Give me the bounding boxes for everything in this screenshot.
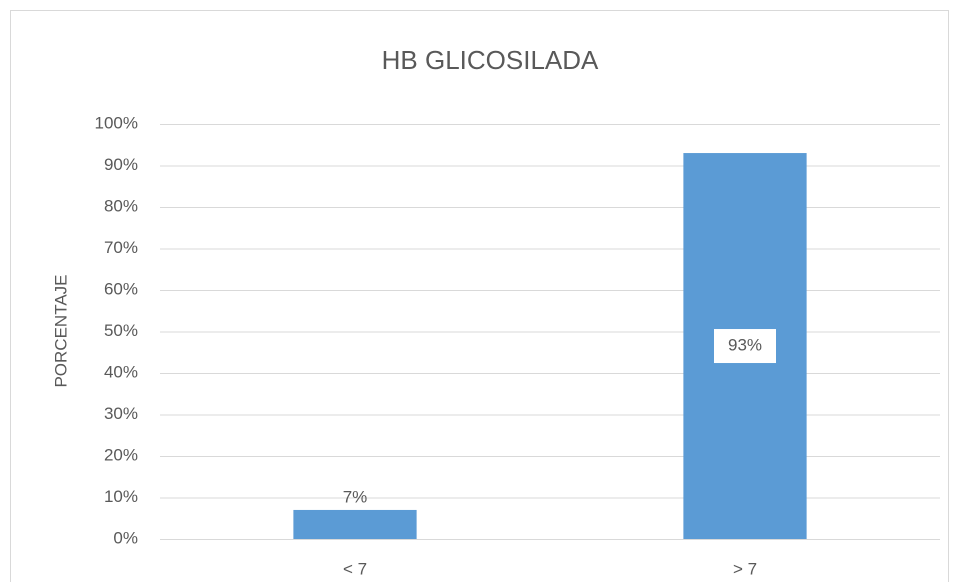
- y-tick-label: 100%: [95, 113, 138, 132]
- y-tick-label: 80%: [104, 196, 138, 215]
- y-tick-label: 10%: [104, 487, 138, 506]
- chart-frame: [10, 10, 949, 582]
- data-label: 93%: [728, 336, 762, 355]
- y-tick-label: 60%: [104, 279, 138, 298]
- y-tick-label: 0%: [113, 528, 138, 547]
- data-label-box: [714, 329, 776, 364]
- y-tick-label: 50%: [104, 321, 138, 340]
- data-label: 7%: [343, 487, 368, 506]
- y-tick-label: 90%: [104, 155, 138, 174]
- y-tick-label: 20%: [104, 445, 138, 464]
- chart-title: HB GLICOSILADA: [382, 45, 599, 75]
- y-tick-label: 30%: [104, 404, 138, 423]
- y-tick-label: 40%: [104, 362, 138, 381]
- y-tick-label: 70%: [104, 238, 138, 257]
- y-axis-label: PORCENTAJE: [51, 274, 70, 387]
- x-tick-label: < 7: [343, 559, 367, 578]
- x-tick-label: > 7: [733, 559, 757, 578]
- bar: [293, 509, 417, 539]
